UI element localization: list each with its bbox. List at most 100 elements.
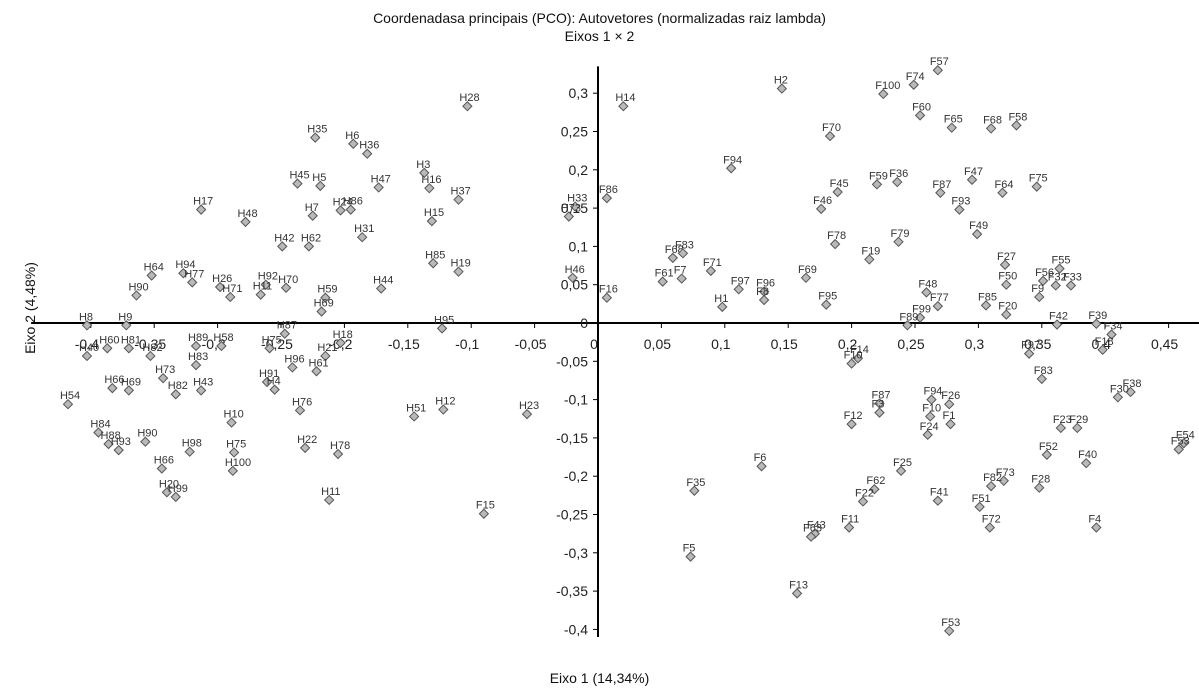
- point-marker: [1001, 279, 1012, 290]
- data-point: H20: [159, 478, 179, 498]
- data-point: H12: [435, 396, 455, 415]
- data-point: H84: [90, 419, 111, 438]
- point-label: H62: [301, 232, 321, 244]
- data-point: H1: [714, 293, 728, 313]
- point-label: H75: [262, 334, 282, 346]
- point-label: F25: [893, 457, 912, 469]
- point-label: F10: [844, 350, 863, 362]
- data-point: F57: [930, 56, 949, 76]
- point-marker: [123, 385, 135, 396]
- data-point: H82: [142, 342, 163, 362]
- point-marker: [821, 299, 832, 310]
- point-label: F49: [969, 220, 988, 232]
- point-label: H66: [154, 455, 174, 467]
- data-point: F8: [756, 286, 770, 306]
- point-marker: [685, 551, 696, 562]
- point-marker: [895, 465, 907, 477]
- point-label: F34: [1104, 320, 1123, 332]
- point-marker: [846, 418, 857, 430]
- data-point: H54: [60, 390, 80, 410]
- data-point: H15: [424, 207, 444, 227]
- point-label: F6: [754, 452, 767, 464]
- point-label: F16: [599, 284, 618, 296]
- data-point: F68: [983, 114, 1002, 134]
- data-point: F87: [932, 179, 951, 198]
- point-marker: [307, 210, 318, 221]
- point-marker: [800, 272, 812, 284]
- x-tick-label: 0,05: [644, 336, 671, 352]
- point-label: F55: [1052, 255, 1071, 267]
- data-point: H81: [121, 334, 141, 354]
- point-marker: [103, 438, 114, 450]
- point-label: F28: [1031, 474, 1050, 486]
- point-marker: [184, 446, 195, 457]
- point-label: F85: [978, 291, 997, 303]
- data-point: F19: [861, 245, 880, 265]
- point-label: H40: [79, 342, 99, 354]
- point-marker: [1112, 392, 1124, 403]
- point-marker: [874, 407, 885, 418]
- point-marker: [791, 588, 803, 599]
- point-marker: [985, 480, 997, 492]
- point-label: F59: [869, 170, 888, 182]
- point-label: H91: [259, 368, 279, 380]
- data-point: F18: [1095, 336, 1114, 356]
- point-label: F27: [997, 251, 1016, 263]
- point-label: H90: [128, 281, 148, 293]
- data-point: H19: [451, 258, 471, 277]
- point-marker: [320, 292, 331, 303]
- point-label: H7: [305, 202, 319, 214]
- point-label: F72: [982, 514, 1001, 526]
- point-marker: [280, 282, 292, 293]
- data-point: H7: [305, 202, 319, 221]
- point-label: F68: [983, 114, 1002, 126]
- point-marker: [776, 83, 788, 94]
- point-label: H70: [278, 274, 298, 286]
- point-marker: [255, 289, 266, 300]
- data-point: F53: [1171, 435, 1190, 455]
- point-label: F74: [906, 71, 925, 83]
- point-marker: [323, 494, 335, 506]
- data-point: H71: [222, 283, 242, 303]
- point-marker: [892, 176, 903, 188]
- data-point: F83: [675, 239, 694, 259]
- point-label: H5: [312, 172, 326, 184]
- point-marker: [453, 194, 464, 205]
- y-tick-label: -0,3: [564, 545, 588, 561]
- data-point: H37: [451, 186, 471, 205]
- point-label: F97: [731, 275, 750, 287]
- point-label: F100: [875, 80, 900, 92]
- data-point: F43: [807, 520, 826, 539]
- data-point: F78: [827, 230, 846, 250]
- point-marker: [601, 192, 613, 204]
- point-label: F19: [861, 245, 880, 257]
- y-tick-label: -0,35: [556, 583, 588, 599]
- y-tick-label: -0,05: [556, 353, 588, 369]
- point-marker: [1055, 422, 1067, 434]
- point-marker: [717, 301, 728, 313]
- data-point: F94: [923, 386, 942, 405]
- point-marker: [864, 254, 875, 265]
- point-label: H94: [175, 259, 195, 271]
- point-label: F20: [998, 301, 1017, 313]
- point-label: H73: [561, 203, 581, 215]
- point-marker: [260, 279, 271, 290]
- point-marker: [287, 362, 298, 373]
- point-label: H36: [359, 140, 379, 152]
- point-label: H6: [345, 130, 359, 142]
- point-label: F56: [1035, 267, 1054, 279]
- data-point: H33: [567, 193, 587, 212]
- axes: -0,4-0,35-0,3-0,25-0,2-0,15-0,1-0,0500,0…: [31, 66, 1199, 637]
- point-label: F39: [1088, 310, 1107, 322]
- point-marker: [277, 241, 288, 252]
- data-point: F65: [944, 114, 963, 133]
- point-label: F18: [1095, 336, 1114, 348]
- data-point: F64: [994, 179, 1013, 198]
- point-marker: [1178, 438, 1190, 449]
- point-marker: [1023, 348, 1035, 359]
- point-label: F1: [943, 410, 956, 422]
- point-marker: [1072, 422, 1083, 434]
- point-label: H31: [354, 223, 374, 235]
- data-point: H46: [565, 264, 585, 284]
